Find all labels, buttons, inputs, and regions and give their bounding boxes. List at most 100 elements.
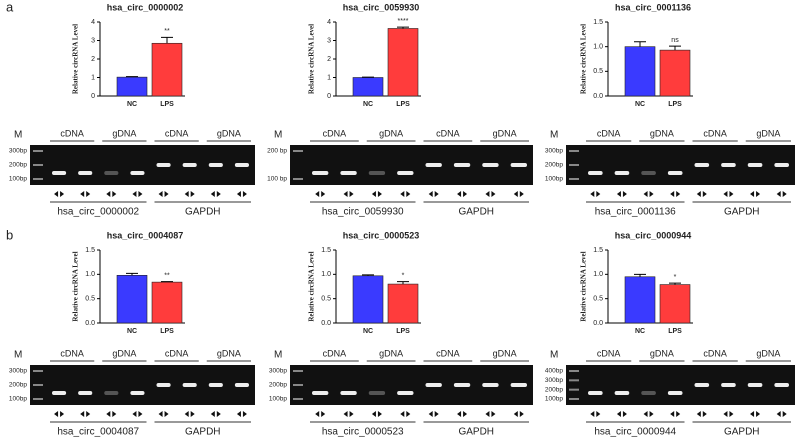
group-label: cDNA bbox=[60, 128, 84, 138]
chart-title: hsa_circ_0000944 bbox=[615, 230, 692, 240]
gel-band bbox=[453, 163, 471, 167]
y-tick-label: 0 bbox=[91, 93, 95, 100]
lane-arrow bbox=[54, 191, 65, 197]
target-label: GAPDH bbox=[724, 427, 760, 438]
lane-arrow bbox=[485, 411, 496, 417]
marker-label: M bbox=[14, 350, 22, 361]
ladder-band bbox=[33, 370, 43, 372]
gel-band bbox=[397, 171, 414, 175]
gel-band bbox=[52, 391, 67, 395]
x-tick-label: LPS bbox=[396, 101, 410, 108]
lane-arrow bbox=[750, 411, 761, 417]
lane-arrow bbox=[210, 191, 221, 197]
bar bbox=[151, 281, 183, 324]
gel-band bbox=[694, 383, 710, 387]
ladder-band bbox=[33, 398, 43, 400]
gel-band bbox=[104, 391, 119, 395]
gel-band bbox=[156, 383, 171, 387]
target-label: GAPDH bbox=[458, 427, 494, 438]
gel-band bbox=[774, 163, 789, 167]
group-label: gDNA bbox=[379, 348, 403, 358]
gel-band bbox=[482, 163, 499, 167]
y-tick-label: 1 bbox=[327, 74, 331, 81]
group-label: gDNA bbox=[756, 128, 780, 138]
ladder-band bbox=[293, 384, 303, 386]
lane-arrow bbox=[513, 411, 524, 417]
error-bar bbox=[126, 272, 138, 276]
lane-arrow bbox=[670, 191, 681, 197]
ladder-band bbox=[569, 370, 579, 372]
gel-band bbox=[340, 171, 357, 175]
group-label: gDNA bbox=[112, 348, 136, 358]
bar bbox=[624, 276, 656, 324]
gel-band bbox=[425, 163, 442, 167]
x-tick-label: LPS bbox=[160, 328, 174, 335]
lane-arrow bbox=[696, 191, 707, 197]
group-label: cDNA bbox=[323, 348, 347, 358]
group-label: gDNA bbox=[650, 128, 674, 138]
lane-arrow bbox=[723, 411, 734, 417]
y-axis-label: Relative circRNA Level bbox=[580, 251, 588, 321]
ladder-band bbox=[569, 150, 579, 152]
lane-arrow bbox=[184, 191, 195, 197]
y-tick-label: 0.5 bbox=[593, 68, 603, 75]
gel-band bbox=[130, 171, 145, 175]
lane-arrow bbox=[590, 191, 601, 197]
gel-band bbox=[721, 163, 736, 167]
size-label: 200bp bbox=[9, 382, 27, 389]
y-tick-label: 0 bbox=[327, 93, 331, 100]
group-label: gDNA bbox=[493, 128, 517, 138]
group-label: gDNA bbox=[756, 348, 780, 358]
target-label: GAPDH bbox=[458, 207, 494, 218]
marker-label: M bbox=[550, 130, 558, 141]
gel-band bbox=[208, 163, 223, 167]
gel-band bbox=[614, 391, 630, 395]
gel-band bbox=[453, 383, 471, 387]
y-tick-label: 0.0 bbox=[85, 320, 95, 327]
lane-arrow bbox=[643, 411, 654, 417]
size-label: 100bp bbox=[9, 396, 27, 403]
gel-band bbox=[208, 383, 223, 387]
gel-band bbox=[156, 163, 171, 167]
target-label: hsa_circ_0000002 bbox=[57, 207, 139, 218]
size-label: 200bp bbox=[269, 382, 287, 389]
significance: * bbox=[402, 272, 405, 279]
y-tick-label: 4 bbox=[91, 19, 95, 26]
bar bbox=[659, 49, 691, 97]
y-tick-label: 1.0 bbox=[85, 271, 95, 278]
bar bbox=[116, 275, 148, 324]
y-axis-label: Relative circRNA Level bbox=[580, 24, 588, 94]
bar bbox=[624, 46, 656, 97]
target-label: hsa_circ_0001136 bbox=[595, 207, 676, 218]
target-label: hsa_circ_0004087 bbox=[57, 427, 139, 438]
x-tick-label: LPS bbox=[160, 101, 174, 108]
x-tick-label: NC bbox=[635, 328, 645, 335]
error-bar bbox=[397, 26, 409, 29]
x-tick-label: NC bbox=[127, 101, 137, 108]
ladder-band bbox=[569, 398, 579, 400]
lane-arrow bbox=[616, 411, 627, 417]
gel-band bbox=[667, 391, 683, 395]
lane-arrow bbox=[236, 191, 247, 197]
lane-arrow bbox=[696, 411, 707, 417]
ladder-band bbox=[569, 379, 579, 382]
gel-band bbox=[510, 163, 527, 167]
gel-band bbox=[425, 383, 442, 387]
lane-arrow bbox=[428, 191, 439, 197]
error-bar bbox=[669, 45, 681, 51]
x-tick-label: NC bbox=[363, 101, 373, 108]
gel-band bbox=[774, 383, 789, 387]
lane-arrow bbox=[158, 411, 169, 417]
lane-arrow bbox=[457, 411, 468, 417]
y-tick-label: 1.0 bbox=[593, 271, 603, 278]
error-bar bbox=[634, 273, 646, 277]
size-label: 300bp bbox=[545, 377, 563, 384]
ladder-band bbox=[569, 388, 579, 391]
y-tick-label: 1.5 bbox=[85, 247, 95, 254]
gel-band bbox=[588, 391, 603, 395]
group-label: gDNA bbox=[217, 348, 241, 358]
x-tick-label: LPS bbox=[396, 328, 410, 335]
bar bbox=[387, 28, 419, 97]
y-tick-label: 3 bbox=[327, 37, 331, 44]
